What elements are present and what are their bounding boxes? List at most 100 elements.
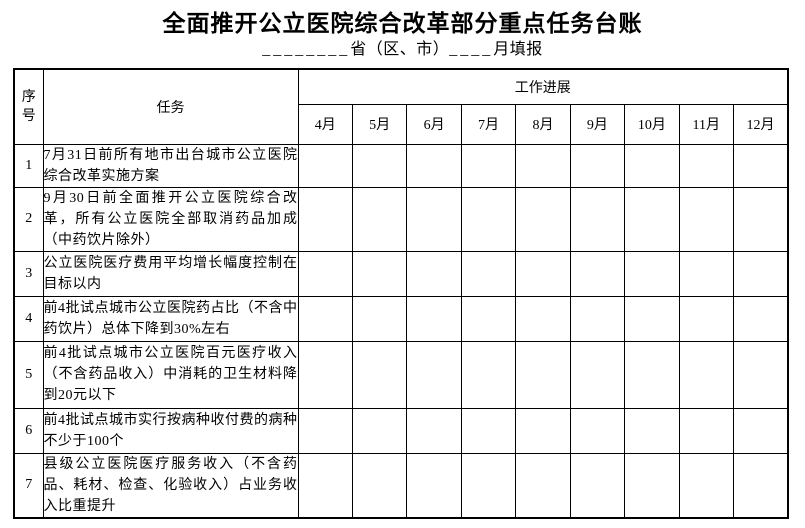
progress-cell[interactable]	[733, 186, 789, 252]
col-header-task: 任务	[42, 68, 299, 145]
document-subtitle: ________省（区、市）____月填报	[0, 37, 805, 60]
progress-cell[interactable]	[406, 143, 462, 188]
progress-cell[interactable]	[733, 452, 789, 518]
progress-cell[interactable]	[515, 295, 571, 342]
progress-cell[interactable]	[460, 452, 517, 518]
progress-cell[interactable]	[678, 295, 735, 342]
progress-cell[interactable]	[569, 250, 626, 297]
progress-cell[interactable]	[678, 407, 735, 454]
progress-cell[interactable]	[733, 340, 789, 409]
col-header-month-4: 4月	[297, 103, 353, 145]
col-header-month-11: 11月	[678, 103, 735, 145]
progress-cell[interactable]	[515, 250, 571, 297]
progress-cell[interactable]	[733, 250, 789, 297]
table-row: 3 公立医院医疗费用平均增长幅度控制在目标以内	[13, 250, 789, 297]
progress-cell[interactable]	[569, 452, 626, 518]
progress-cell[interactable]	[678, 143, 735, 188]
progress-cell[interactable]	[297, 407, 353, 454]
progress-cell[interactable]	[624, 250, 680, 297]
progress-cell[interactable]	[297, 250, 353, 297]
task-ledger-table: 序号 任务 工作进展 4月 5月 6月 7月 8月 9月 10月 11月 12月…	[13, 68, 789, 519]
col-header-month-8: 8月	[515, 103, 571, 145]
progress-cell[interactable]	[678, 186, 735, 252]
task-cell: 9月30日前全面推开公立医院综合改革，所有公立医院全部取消药品加成（中药饮片除外…	[42, 186, 299, 252]
progress-cell[interactable]	[569, 340, 626, 409]
task-cell: 公立医院医疗费用平均增长幅度控制在目标以内	[42, 250, 299, 297]
progress-cell[interactable]	[678, 250, 735, 297]
table-row: 4 前4批试点城市公立医院药占比（不含中药饮片）总体下降到30%左右	[13, 295, 789, 342]
progress-cell[interactable]	[406, 452, 462, 518]
progress-cell[interactable]	[460, 250, 517, 297]
table-row: 1 7月31日前所有地市出台城市公立医院综合改革实施方案	[13, 143, 789, 188]
table-row: 7 县级公立医院医疗服务收入（不含药品、耗材、检查、化验收入）占业务收入比重提升	[13, 452, 789, 518]
progress-cell[interactable]	[406, 340, 462, 409]
progress-cell[interactable]	[460, 340, 517, 409]
progress-cell[interactable]	[297, 295, 353, 342]
progress-cell[interactable]	[515, 340, 571, 409]
progress-cell[interactable]	[297, 340, 353, 409]
row-number-cell: 6	[13, 407, 44, 454]
progress-cell[interactable]	[351, 452, 408, 518]
row-number-cell: 3	[13, 250, 44, 297]
progress-cell[interactable]	[460, 295, 517, 342]
progress-cell[interactable]	[351, 340, 408, 409]
row-number-cell: 1	[13, 143, 44, 188]
col-header-month-9: 9月	[569, 103, 626, 145]
progress-cell[interactable]	[406, 295, 462, 342]
progress-cell[interactable]	[297, 186, 353, 252]
progress-cell[interactable]	[515, 452, 571, 518]
progress-cell[interactable]	[624, 186, 680, 252]
col-header-progress: 工作进展	[297, 68, 789, 105]
row-number-cell: 4	[13, 295, 44, 342]
progress-cell[interactable]	[406, 186, 462, 252]
progress-cell[interactable]	[406, 250, 462, 297]
progress-cell[interactable]	[624, 143, 680, 188]
col-header-no: 序号	[13, 68, 44, 145]
progress-cell[interactable]	[351, 186, 408, 252]
progress-cell[interactable]	[460, 143, 517, 188]
progress-cell[interactable]	[351, 250, 408, 297]
progress-cell[interactable]	[624, 295, 680, 342]
progress-cell[interactable]	[569, 407, 626, 454]
month-blank-field[interactable]: ____	[449, 41, 494, 58]
month-label: 月填报	[493, 41, 543, 58]
progress-cell[interactable]	[297, 143, 353, 188]
task-cell: 县级公立医院医疗服务收入（不含药品、耗材、检查、化验收入）占业务收入比重提升	[42, 452, 299, 518]
progress-cell[interactable]	[515, 143, 571, 188]
col-header-month-7: 7月	[460, 103, 517, 145]
row-number-cell: 7	[13, 452, 44, 518]
col-header-month-12: 12月	[733, 103, 789, 145]
progress-cell[interactable]	[297, 452, 353, 518]
progress-cell[interactable]	[569, 143, 626, 188]
province-label: 省（区、市）	[350, 41, 450, 58]
progress-cell[interactable]	[351, 407, 408, 454]
progress-cell[interactable]	[460, 186, 517, 252]
province-blank-field[interactable]: ________	[262, 41, 351, 58]
progress-cell[interactable]	[678, 452, 735, 518]
progress-cell[interactable]	[406, 407, 462, 454]
col-header-month-10: 10月	[624, 103, 680, 145]
progress-cell[interactable]	[515, 407, 571, 454]
progress-cell[interactable]	[733, 143, 789, 188]
progress-cell[interactable]	[515, 186, 571, 252]
progress-cell[interactable]	[460, 407, 517, 454]
col-header-month-6: 6月	[406, 103, 462, 145]
progress-cell[interactable]	[624, 407, 680, 454]
task-cell: 前4批试点城市公立医院百元医疗收入（不含药品收入）中消耗的卫生材料降到20元以下	[42, 340, 299, 409]
task-cell: 前4批试点城市实行按病种收付费的病种不少于100个	[42, 407, 299, 454]
table-row: 2 9月30日前全面推开公立医院综合改革，所有公立医院全部取消药品加成（中药饮片…	[13, 186, 789, 252]
progress-cell[interactable]	[624, 340, 680, 409]
task-cell: 前4批试点城市公立医院药占比（不含中药饮片）总体下降到30%左右	[42, 295, 299, 342]
progress-cell[interactable]	[624, 452, 680, 518]
progress-cell[interactable]	[351, 295, 408, 342]
progress-cell[interactable]	[351, 143, 408, 188]
progress-cell[interactable]	[569, 186, 626, 252]
task-cell: 7月31日前所有地市出台城市公立医院综合改革实施方案	[42, 143, 299, 188]
row-number-cell: 2	[13, 186, 44, 252]
progress-cell[interactable]	[733, 407, 789, 454]
progress-cell[interactable]	[569, 295, 626, 342]
progress-cell[interactable]	[678, 340, 735, 409]
row-number-cell: 5	[13, 340, 44, 409]
progress-cell[interactable]	[733, 295, 789, 342]
